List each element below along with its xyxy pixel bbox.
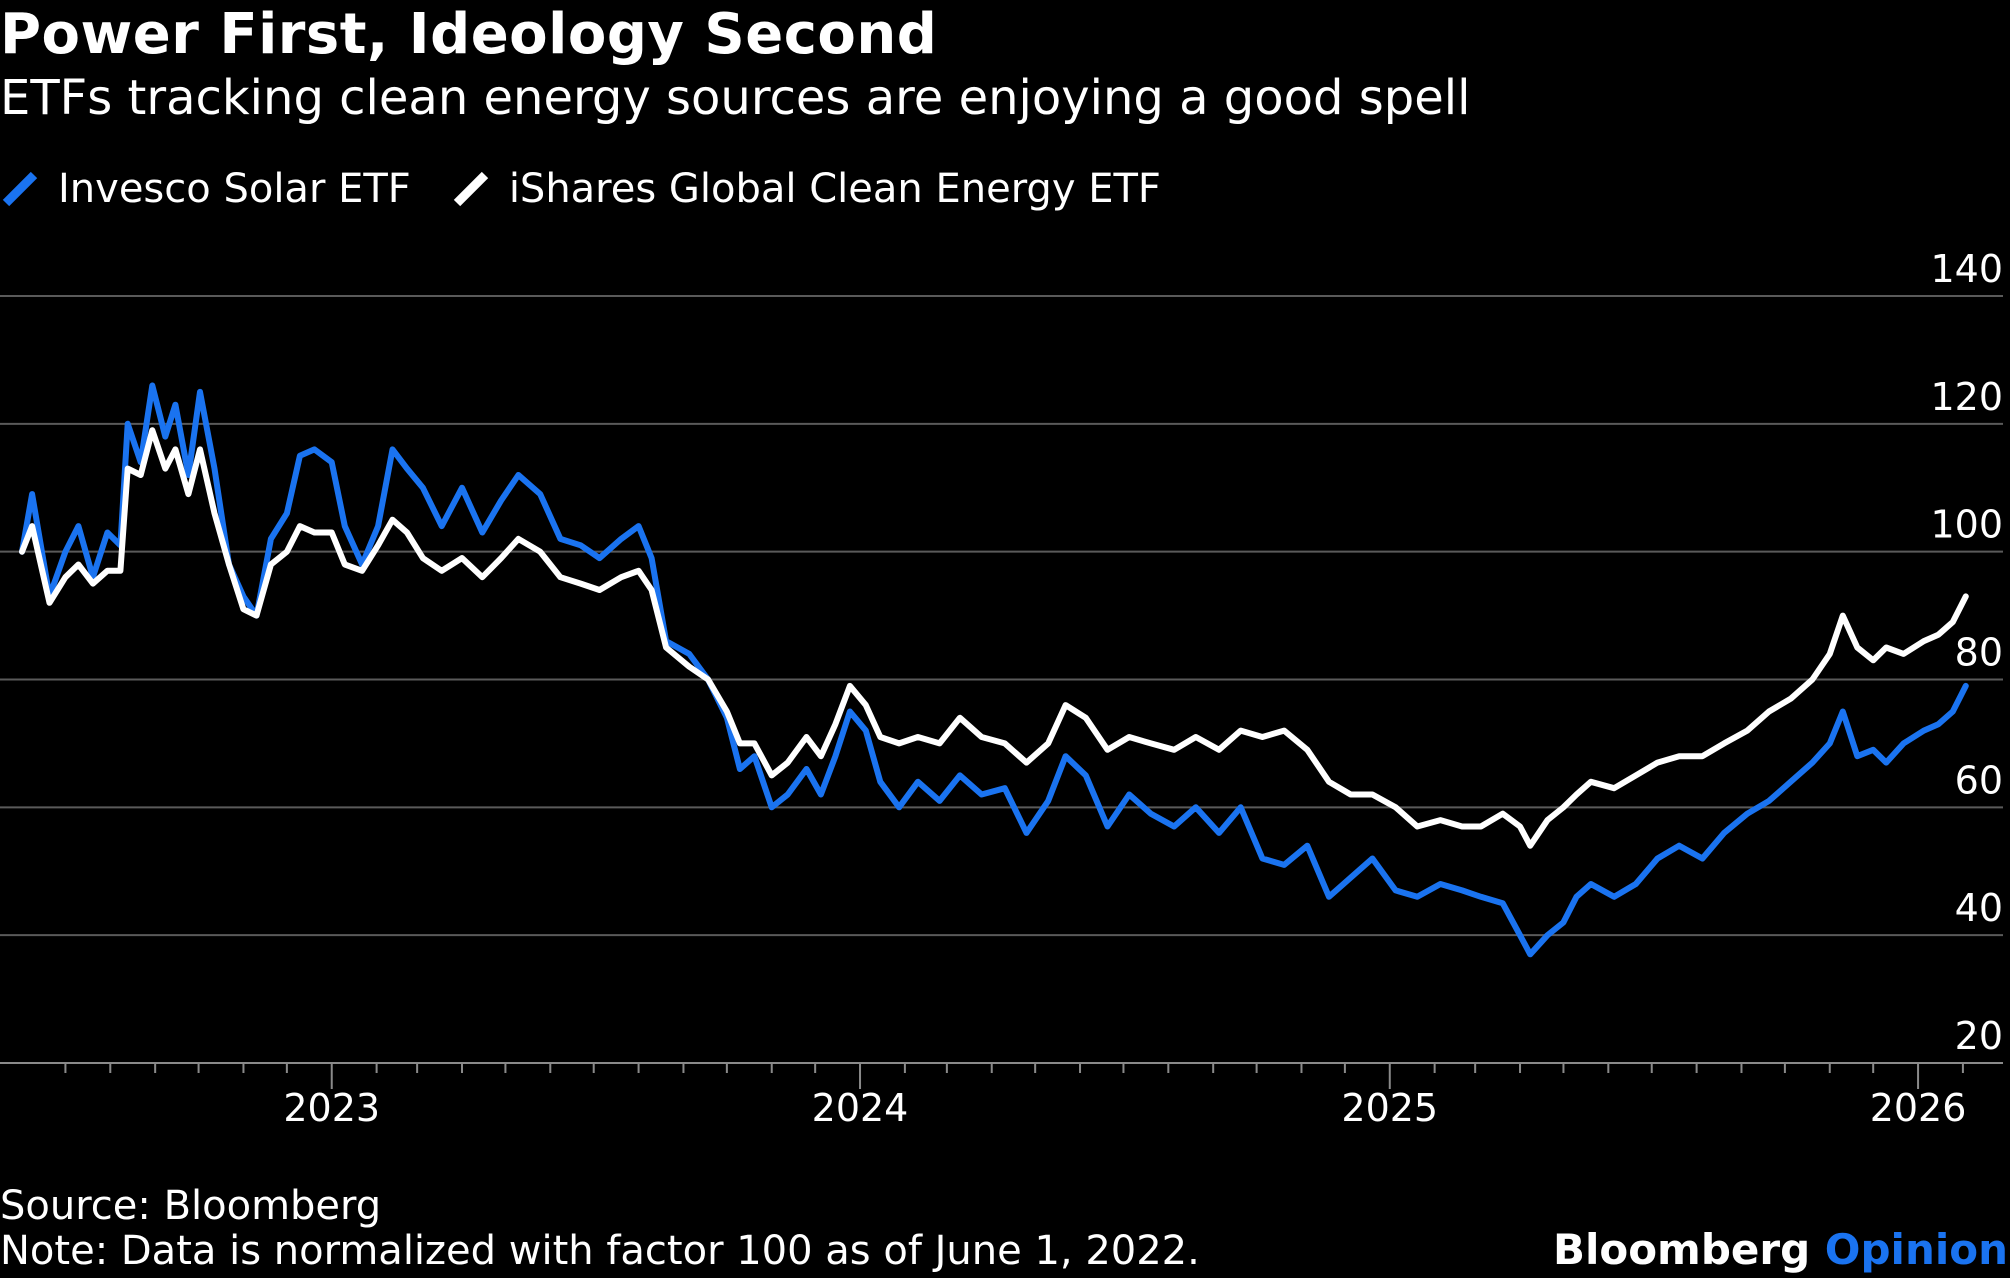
chart-subtitle: ETFs tracking clean energy sources are e… <box>0 70 1471 126</box>
legend-label-solar: Invesco Solar ETF <box>58 166 411 212</box>
legend-swatch-solar-icon <box>2 171 38 207</box>
x-tick-label-2026: 2026 <box>1870 1086 1967 1130</box>
y-tick-label-100: 100 <box>1930 503 2003 547</box>
series-line-ishares-clean-energy <box>19 427 1969 849</box>
x-tick-label-2023: 2023 <box>283 1086 380 1130</box>
chart-title: Power First, Ideology Second <box>0 2 938 67</box>
legend-item-invesco-solar: Invesco Solar ETF <box>0 166 411 212</box>
legend-label-clean-energy: iShares Global Clean Energy ETF <box>508 166 1161 212</box>
series-line-invesco-solar <box>19 382 1969 958</box>
brand-logo: Bloomberg Opinion <box>1553 1225 2008 1274</box>
legend-item-ishares-clean-energy: iShares Global Clean Energy ETF <box>451 166 1161 212</box>
source-note: Source: Bloomberg <box>0 1183 382 1229</box>
legend-swatch-solar-mark <box>2 171 38 207</box>
brand-suffix: Opinion <box>1824 1225 2008 1274</box>
y-tick-label-60: 60 <box>1955 758 2003 802</box>
legend-swatch-clean-energy-mark <box>453 171 488 207</box>
legend-swatch-clean-energy-icon <box>453 171 488 207</box>
brand-name: Bloomberg <box>1552 1225 1811 1274</box>
legend: Invesco Solar ETF iShares Global Clean E… <box>0 163 1201 215</box>
normalization-note: Note: Data is normalized with factor 100… <box>0 1228 1200 1274</box>
y-tick-label-20: 20 <box>1955 1014 2003 1058</box>
y-tick-label-80: 80 <box>1955 631 2003 675</box>
y-tick-label-40: 40 <box>1955 886 2003 930</box>
y-tick-label-120: 120 <box>1930 375 2003 419</box>
y-tick-label-140: 140 <box>1930 247 2003 291</box>
x-tick-label-2025: 2025 <box>1341 1086 1438 1130</box>
x-tick-label-2024: 2024 <box>812 1086 909 1130</box>
